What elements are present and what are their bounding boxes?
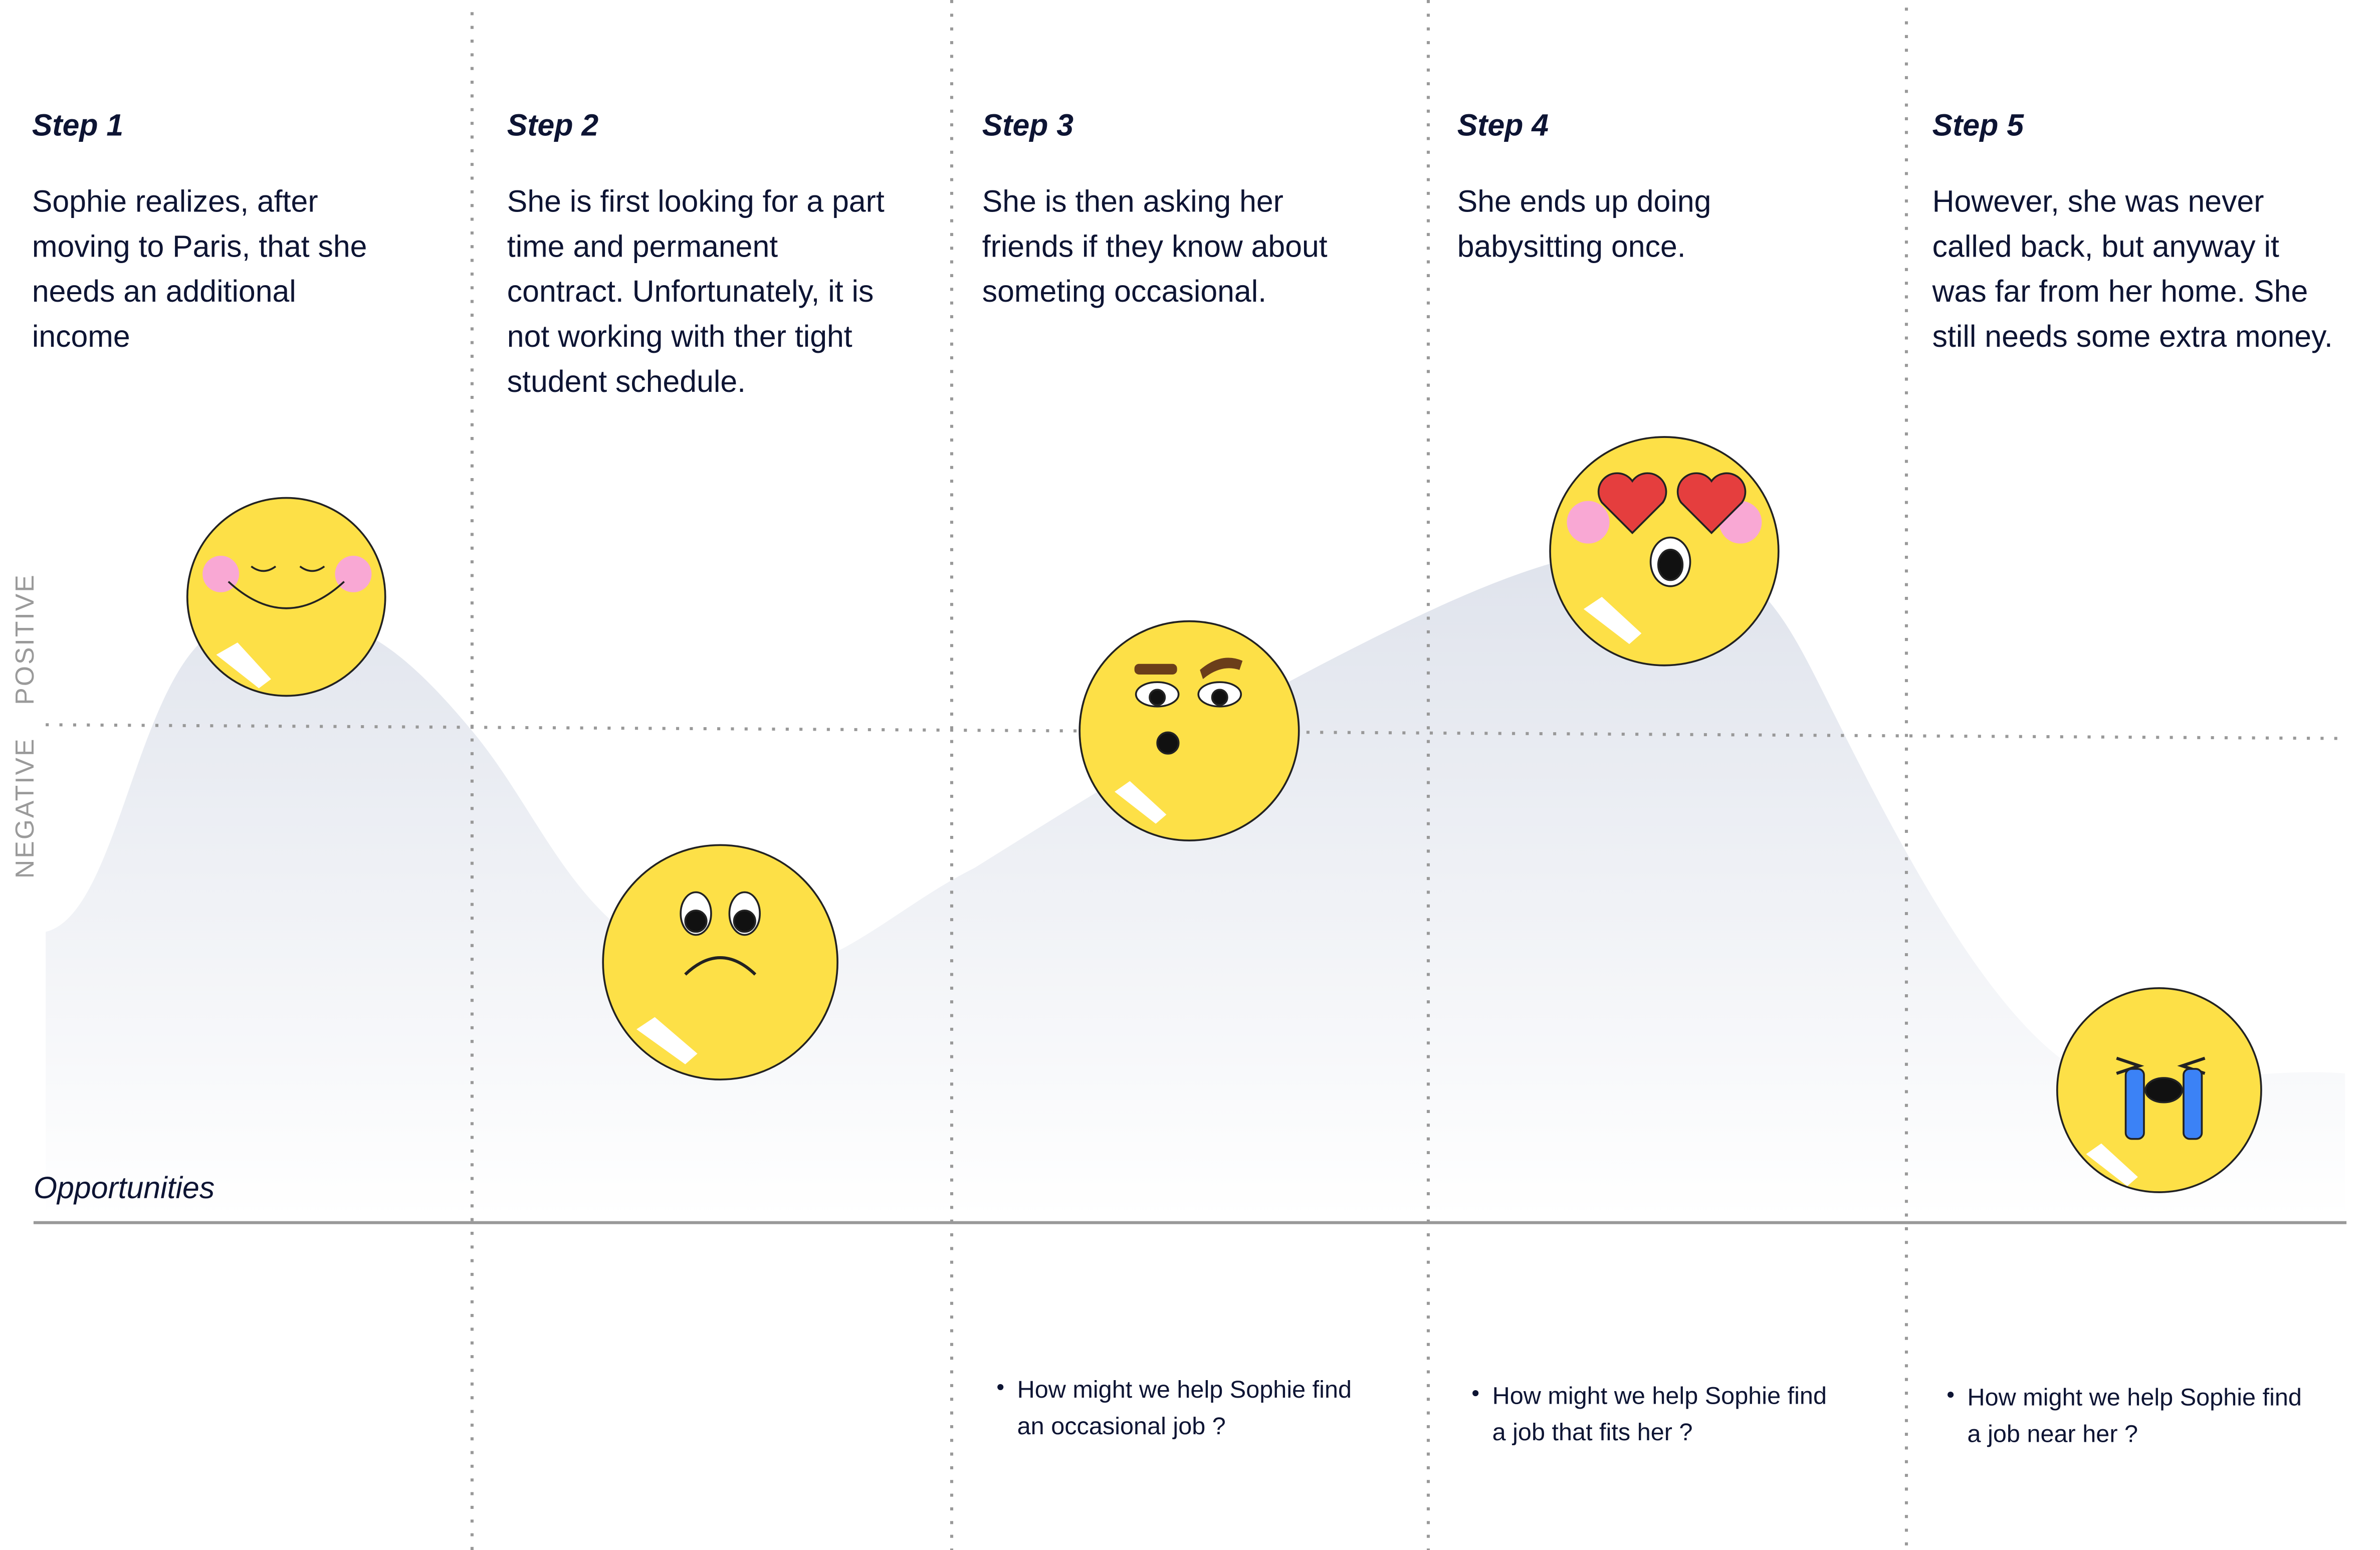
step-text: called back, but anyway it (1932, 229, 2279, 263)
step-title: Step 5 (1932, 108, 2025, 142)
opportunity-text: How might we help Sophie find (1968, 1384, 2302, 1411)
step-text: still needs some extra money. (1932, 319, 2333, 353)
step-text: not working with ther tight (507, 319, 852, 353)
opportunity-text: a job that fits her ? (1492, 1419, 1693, 1446)
step-text: needs an additional (32, 274, 296, 308)
step-text: moving to Paris, that she (32, 229, 367, 263)
emojis (186, 436, 2262, 1193)
step-text: However, she was never (1932, 184, 2264, 218)
step-text: time and permanent (507, 229, 778, 263)
axis-positive: POSITIVE (10, 573, 39, 705)
opportunity-text: How might we help Sophie find (1492, 1382, 1827, 1409)
step-text: Sophie realizes, after (32, 184, 318, 218)
opportunities-label: Opportunities (34, 1171, 214, 1205)
bullet (997, 1384, 1004, 1390)
step-text: babysitting once. (1457, 229, 1686, 263)
step-text: someting occasional. (982, 274, 1266, 308)
step-title: Step 4 (1457, 108, 1549, 142)
step-text: income (32, 319, 130, 353)
emoji-crying (2056, 987, 2262, 1193)
bullet (1472, 1390, 1479, 1397)
step-text: She is first looking for a part (507, 184, 885, 218)
step-title: Step 3 (982, 108, 1074, 142)
step-title: Step 1 (32, 108, 123, 142)
emoji-love (1549, 436, 1780, 667)
emotion-area (46, 548, 2345, 1218)
emoji-content (186, 497, 386, 697)
step-text: She ends up doing (1457, 184, 1711, 218)
opportunity-text: How might we help Sophie find (1017, 1376, 1352, 1403)
bullet (1948, 1392, 1954, 1398)
step-title: Step 2 (507, 108, 599, 142)
emoji-sad (602, 844, 838, 1080)
dividers (46, 0, 2345, 1550)
step-text: was far from her home. She (1932, 274, 2308, 308)
opportunity-text: an occasional job ? (1017, 1413, 1226, 1440)
axis-negative: NEGATIVE (10, 737, 39, 878)
opportunity-text: a job near her ? (1968, 1420, 2138, 1447)
step-text: friends if they know about (982, 229, 1328, 263)
step-text: student schedule. (507, 364, 746, 398)
step-text: contract. Unfortunately, it is (507, 274, 874, 308)
emoji-skeptical (1078, 620, 1300, 841)
step-text: She is then asking her (982, 184, 1283, 218)
